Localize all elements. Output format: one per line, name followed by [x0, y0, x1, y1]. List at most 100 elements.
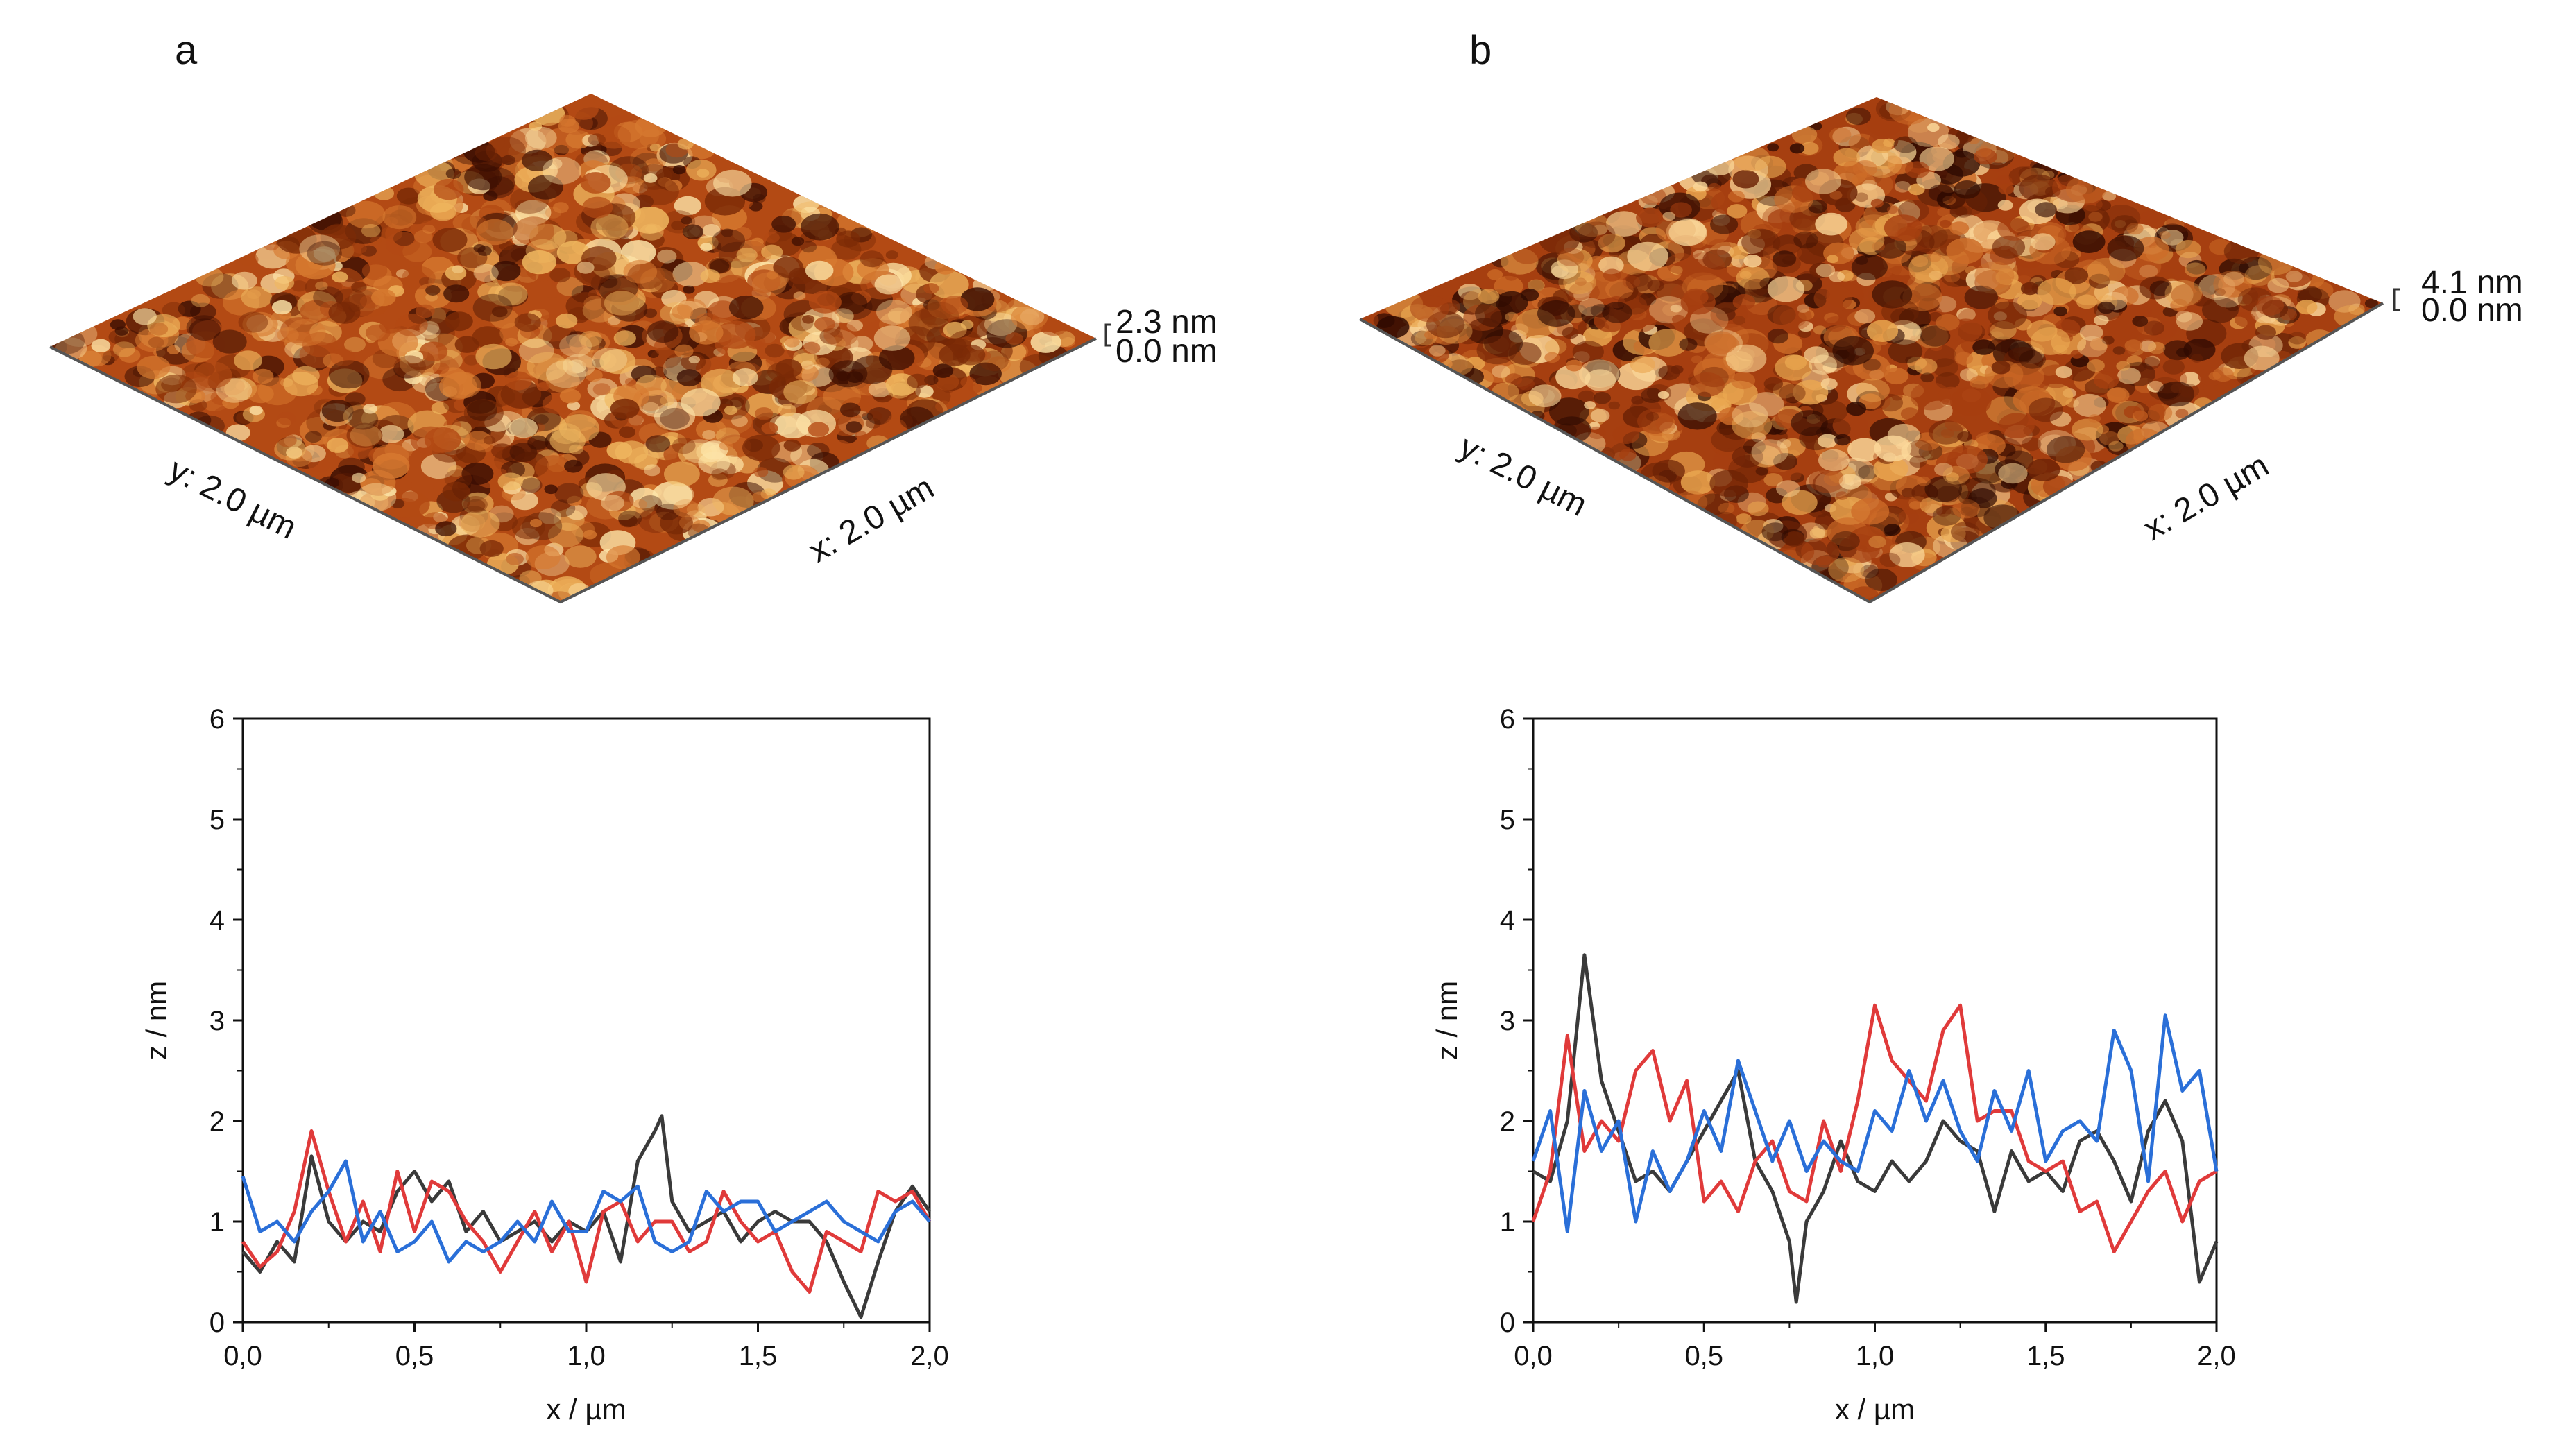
- afm-grain: [373, 443, 409, 470]
- x-tick-label: 0,0: [1514, 1341, 1553, 1371]
- afm-grain: [1942, 465, 1970, 485]
- afm-grain: [771, 215, 796, 233]
- afm-grain: [702, 430, 716, 440]
- afm-grain: [791, 237, 805, 246]
- afm-grain: [672, 262, 709, 287]
- afm-grain: [222, 397, 239, 409]
- afm-grain: [450, 157, 472, 172]
- afm-grain: [1816, 264, 1836, 277]
- afm-grain: [463, 399, 504, 427]
- afm-grain: [1779, 438, 1806, 456]
- afm-grain: [1938, 134, 1960, 150]
- afm-grain: [1751, 439, 1788, 465]
- afm-grain: [277, 327, 299, 343]
- afm-grain: [419, 341, 448, 361]
- afm-grain: [1593, 392, 1611, 404]
- afm-grain: [1852, 160, 1877, 178]
- afm-grain: [191, 293, 210, 307]
- afm-grain: [2021, 437, 2042, 452]
- afm-grain: [356, 483, 397, 512]
- afm-grain: [1786, 470, 1802, 481]
- afm-grain: [1572, 341, 1604, 363]
- afm-grain: [1512, 243, 1542, 264]
- afm-grain: [674, 196, 701, 216]
- afm-grain: [1562, 327, 1579, 339]
- afm-grain: [1931, 358, 1958, 377]
- panel-letter: a: [175, 28, 198, 73]
- afm-grain: [528, 175, 563, 200]
- afm-grain: [2107, 235, 2144, 262]
- afm-grain: [2179, 384, 2200, 398]
- afm-grain: [2055, 366, 2073, 379]
- afm-grain: [835, 292, 868, 315]
- afm-grain: [1955, 205, 1972, 218]
- afm-grain: [708, 473, 728, 487]
- afm-grain: [885, 250, 898, 259]
- afm-grain: [1998, 413, 2035, 438]
- afm-grain: [604, 291, 640, 316]
- afm-grain: [1736, 513, 1752, 524]
- afm-grain: [583, 296, 605, 311]
- afm-grain: [1992, 235, 2026, 259]
- afm-grain: [2124, 339, 2143, 352]
- afm-grain: [1886, 205, 1898, 214]
- afm-grain: [2117, 367, 2141, 384]
- afm-grain: [663, 483, 694, 506]
- afm-grain: [1779, 384, 1806, 403]
- afm-grain: [1463, 304, 1502, 332]
- afm-grain: [1555, 364, 1591, 390]
- afm-grain: [464, 431, 493, 451]
- afm-grain: [700, 243, 712, 252]
- afm-grain: [1568, 281, 1600, 304]
- afm-grain: [363, 353, 399, 379]
- afm-grain: [1964, 285, 1998, 309]
- afm-grain: [808, 422, 830, 437]
- afm-grain: [686, 139, 716, 160]
- afm-grain: [929, 271, 969, 299]
- afm-grain: [923, 299, 940, 311]
- profile-line-2: [241, 1129, 932, 1294]
- afm-grain: [633, 387, 667, 411]
- afm-grain: [1658, 365, 1680, 381]
- afm-grain: [302, 332, 339, 357]
- afm-grain: [633, 499, 648, 510]
- afm-grain: [2256, 296, 2285, 316]
- scan-x-label: x: 2.0 µm: [2137, 447, 2275, 547]
- afm-grain: [514, 313, 541, 332]
- afm-grain: [1768, 209, 1797, 230]
- afm-grain: [520, 477, 543, 493]
- afm-grain: [345, 392, 366, 406]
- afm-grain: [1755, 467, 1768, 476]
- afm-grain: [941, 296, 968, 315]
- afm-grain: [677, 298, 707, 320]
- afm-grain: [1974, 148, 1997, 165]
- y-tick-label: 0: [1500, 1308, 1515, 1338]
- afm-grain: [320, 224, 357, 250]
- afm-grain: [615, 440, 649, 464]
- afm-grain: [803, 341, 821, 354]
- afm-grain: [1773, 453, 1797, 470]
- afm-grain: [1598, 256, 1624, 275]
- afm-grain: [1732, 402, 1768, 428]
- afm-grain: [698, 452, 731, 474]
- afm-grain: [461, 510, 500, 538]
- afm-grain: [1954, 352, 1974, 366]
- x-tick-label: 0,0: [223, 1341, 262, 1371]
- afm-grain: [689, 320, 724, 345]
- afm-grain: [321, 400, 354, 422]
- afm-grain: [544, 484, 558, 495]
- afm-grain: [2143, 320, 2164, 336]
- afm-grain: [908, 308, 949, 337]
- afm-grain: [751, 237, 764, 247]
- x-tick-label: 1,5: [739, 1341, 778, 1371]
- afm-grain: [559, 115, 576, 127]
- afm-grain: [672, 165, 686, 175]
- afm-grain: [1807, 199, 1828, 214]
- afm-grain: [2140, 340, 2157, 352]
- afm-grain: [618, 510, 642, 527]
- x-axis-title: x / µm: [1835, 1393, 1915, 1425]
- afm-grain: [1970, 376, 1990, 390]
- afm-grain: [1920, 325, 1951, 347]
- afm-grain: [1492, 365, 1510, 378]
- afm-grain: [1974, 262, 2015, 289]
